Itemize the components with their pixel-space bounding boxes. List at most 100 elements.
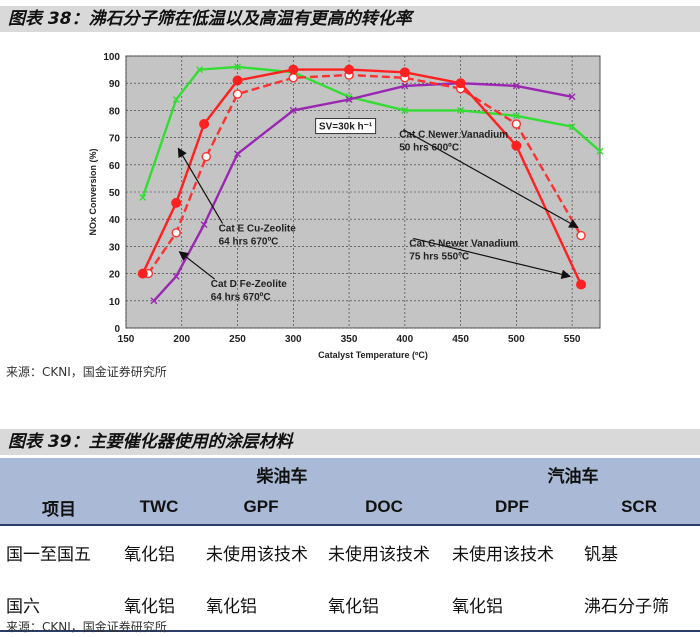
data-point bbox=[150, 297, 158, 305]
data-point bbox=[196, 66, 204, 74]
table-cell: 氧化铝 bbox=[322, 578, 447, 632]
series-line bbox=[141, 68, 583, 286]
data-point bbox=[172, 272, 180, 280]
series-callout-arrow bbox=[402, 129, 579, 228]
table-row: 国六 氧化铝 氧化铝 氧化铝 氧化铝 沸石分子筛 bbox=[0, 578, 700, 632]
y-tick-label: 60 bbox=[109, 161, 121, 172]
table-cell: 钒基 bbox=[584, 544, 619, 565]
y-tick-label: 0 bbox=[114, 324, 120, 335]
data-point bbox=[232, 75, 243, 86]
chart-canvas: 0 10 20 30 40 50 60 70 80 90 100 150 200 250 300 350 400… bbox=[88, 52, 604, 360]
series-callout-arrow bbox=[178, 251, 216, 280]
data-point bbox=[399, 67, 410, 78]
annotation-box bbox=[315, 118, 377, 135]
data-point bbox=[512, 82, 520, 90]
x-tick-label: 250 bbox=[229, 334, 246, 345]
table-row: 国一至国五 氧化铝 未使用该技术 未使用该技术 未使用该技术 钒基 bbox=[0, 525, 700, 578]
column-header: TWC bbox=[118, 490, 200, 526]
series-line bbox=[153, 81, 573, 302]
series-callout-label: Cat E Cu-Zeolite bbox=[219, 223, 297, 234]
data-point bbox=[512, 112, 520, 120]
data-point bbox=[199, 119, 210, 129]
series-callout-label: 50 hrs 600ºC bbox=[399, 143, 459, 154]
data-point bbox=[568, 93, 576, 101]
data-point bbox=[288, 64, 299, 75]
table-cell: 国一至国五 bbox=[6, 544, 91, 565]
y-tick-label: 30 bbox=[109, 242, 121, 253]
table-header-row: 项目 TWC GPF DOC DPF SCR bbox=[0, 490, 700, 526]
data-point bbox=[345, 96, 353, 104]
data-point bbox=[201, 151, 212, 162]
column-header: DPF bbox=[446, 490, 579, 526]
table-cell: 氧化铝 bbox=[200, 578, 322, 632]
table-cell: 未使用该技术 bbox=[328, 544, 430, 565]
figure-39-title: 图表 39：主要催化器使用的涂层材料 bbox=[0, 429, 700, 455]
table-group-header-row: 柴油车 汽油车 bbox=[0, 458, 700, 490]
data-point bbox=[171, 228, 181, 238]
y-tick-label: 70 bbox=[109, 134, 121, 145]
series-line bbox=[147, 73, 583, 275]
table-cell: 国六 bbox=[0, 578, 118, 632]
group-header-diesel: 柴油车 bbox=[118, 458, 447, 490]
data-point bbox=[568, 123, 576, 131]
series-callout-label: Cat C Newer Vanadium bbox=[409, 238, 518, 249]
nox-conversion-chart: 0 10 20 30 40 50 60 70 80 90 100 150 200 250 300 350 400… bbox=[0, 40, 700, 360]
column-header: SCR bbox=[578, 490, 700, 526]
data-point bbox=[171, 197, 182, 208]
data-point bbox=[511, 140, 522, 151]
y-tick-label: 90 bbox=[109, 79, 121, 90]
data-point bbox=[457, 106, 465, 114]
data-point bbox=[232, 89, 243, 99]
column-header: 项目 bbox=[0, 490, 118, 526]
series-callout-label: 75 hrs 550ºC bbox=[409, 251, 469, 262]
table-cell: 未使用该技术 bbox=[452, 544, 555, 565]
column-header: DOC bbox=[322, 490, 447, 526]
data-point bbox=[344, 64, 355, 75]
group-header-gasoline: 汽油车 bbox=[446, 458, 700, 490]
data-point bbox=[137, 268, 148, 279]
x-tick-label: 150 bbox=[118, 334, 135, 345]
table-cell: 氧化铝 bbox=[118, 578, 200, 632]
x-tick-label: 300 bbox=[285, 334, 302, 345]
data-point bbox=[596, 147, 604, 155]
data-point bbox=[511, 119, 522, 129]
annotation-box-label: SV=30k h⁻¹ bbox=[319, 122, 373, 133]
data-point bbox=[234, 63, 242, 71]
table-cell: 氧化铝 bbox=[446, 578, 579, 632]
data-point bbox=[200, 221, 208, 229]
series-callout-label: Cat C Newer Vanadium bbox=[399, 130, 508, 141]
y-tick-label: 100 bbox=[103, 52, 120, 63]
x-axis-label: Catalyst Temperature (ºC) bbox=[318, 350, 428, 360]
figure-39-source: 来源：CKNI，国金证券研究所 bbox=[6, 620, 167, 634]
table-cell: 沸石分子筛 bbox=[578, 578, 700, 632]
column-header: GPF bbox=[200, 490, 322, 526]
data-point bbox=[288, 73, 298, 83]
data-point bbox=[139, 193, 147, 201]
x-tick-label: 350 bbox=[341, 334, 358, 345]
series-callout-arrow bbox=[413, 237, 572, 280]
data-point bbox=[289, 106, 297, 114]
table-cell: 氧化铝 bbox=[124, 544, 175, 565]
x-tick-label: 500 bbox=[508, 334, 525, 345]
table-cell: 未使用该技术 bbox=[206, 544, 308, 565]
y-tick-label: 50 bbox=[109, 188, 121, 199]
y-tick-label: 40 bbox=[109, 215, 121, 226]
data-point bbox=[172, 96, 180, 104]
data-point bbox=[455, 78, 466, 89]
x-tick-label: 550 bbox=[564, 334, 581, 345]
series-callout-label: 64 hrs 670ºC bbox=[219, 236, 279, 247]
figure-38-title: 图表 38：沸石分子筛在低温以及高温有更高的转化率 bbox=[0, 6, 700, 32]
data-point bbox=[234, 150, 242, 158]
series-callout-label: 64 hrs 670ºC bbox=[211, 292, 271, 303]
y-tick-label: 20 bbox=[109, 270, 121, 281]
y-tick-label: 10 bbox=[109, 297, 121, 308]
data-point bbox=[576, 279, 587, 290]
data-point bbox=[401, 82, 409, 90]
x-tick-label: 200 bbox=[173, 334, 190, 345]
data-point bbox=[401, 106, 409, 114]
y-axis-label: NOx Conversion (%) bbox=[88, 148, 98, 235]
figure-38-source: 来源：CKNI，国金证券研究所 bbox=[6, 365, 167, 379]
coating-material-table: 柴油车 汽油车 项目 TWC GPF DOC DPF SCR 国一至国五 氧化铝… bbox=[0, 458, 700, 632]
group-header-empty bbox=[0, 458, 118, 490]
series-callout-label: Cat D Fe-Zeolite bbox=[211, 279, 288, 290]
